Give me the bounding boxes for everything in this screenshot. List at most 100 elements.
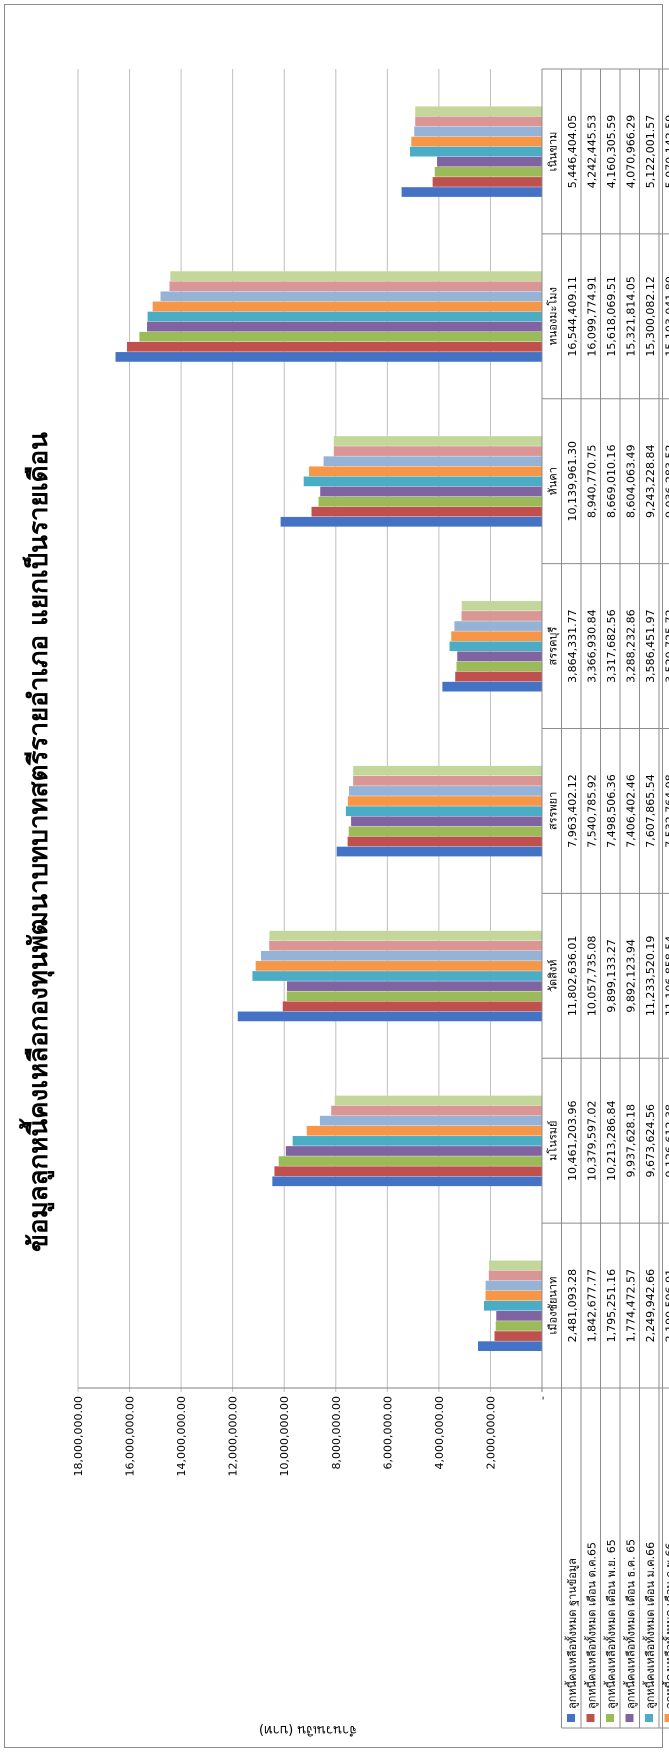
chart-title: ข้อมูลลูกหนี้คงเหลือกองทุนพัฒนาบทบาทสตรี… xyxy=(18,432,55,1252)
bar xyxy=(488,1270,543,1281)
category-label: เมืองชัยนาท xyxy=(547,1277,560,1335)
data-label: 7,498,506.36 xyxy=(605,774,618,847)
bar xyxy=(152,301,542,312)
data-label: 1,774,472.57 xyxy=(625,1269,638,1342)
y-tick-label: 2,000,000.00 xyxy=(484,1396,497,1469)
bar xyxy=(252,971,543,981)
data-label: 9,899,133.27 xyxy=(605,939,618,1012)
bar xyxy=(455,671,542,682)
data-label: 3,520,725.72 xyxy=(664,609,669,682)
category-label: หนองมะโมง xyxy=(546,287,560,345)
data-label: 9,036,283.52 xyxy=(664,444,669,517)
bar xyxy=(489,1260,542,1271)
bar xyxy=(415,106,543,117)
bar xyxy=(269,930,542,941)
bar xyxy=(147,321,542,332)
bar xyxy=(485,1280,542,1291)
y-tick-labels: - 2,000,000.00 4,000,000.00 6,000,000.00 8,0… xyxy=(72,1396,549,1477)
bar xyxy=(432,177,543,187)
data-label: 7,406,402.46 xyxy=(625,774,638,847)
bar xyxy=(414,126,543,137)
data-label: 3,288,232.86 xyxy=(625,609,638,682)
bar xyxy=(347,796,542,806)
data-label: 2,249,942.66 xyxy=(644,1269,657,1342)
bar xyxy=(437,156,543,167)
chart-frame xyxy=(4,4,663,1748)
bar xyxy=(495,1321,542,1331)
bars xyxy=(115,106,543,1352)
bar xyxy=(169,281,542,292)
bar xyxy=(319,1115,542,1126)
bar xyxy=(272,1176,542,1187)
bar xyxy=(451,631,542,642)
legend-swatch xyxy=(586,1714,595,1722)
bar xyxy=(496,1311,542,1321)
bar xyxy=(454,621,542,631)
bar xyxy=(348,826,542,837)
bar xyxy=(336,846,542,857)
data-label: 16,544,409.11 xyxy=(566,276,579,356)
data-label: 9,937,628.18 xyxy=(625,1104,638,1177)
y-tick-label: 16,000,000.00 xyxy=(124,1396,137,1476)
bar xyxy=(484,1300,542,1311)
y-tick-label: - xyxy=(536,1396,549,1400)
data-label: 10,461,203.96 xyxy=(566,1100,579,1180)
bar xyxy=(409,146,542,157)
bar xyxy=(320,486,542,497)
legend-swatch xyxy=(606,1714,614,1722)
bar xyxy=(278,1156,542,1166)
data-label: 3,366,930.84 xyxy=(586,609,599,682)
bar xyxy=(485,1290,542,1301)
legend-entry: ลูกหนี้คงเหลือทั้งหมด ฐานข้อมูล xyxy=(564,1558,579,1709)
data-label: 9,892,123.94 xyxy=(625,939,638,1012)
y-tick-label: 12,000,000.00 xyxy=(227,1396,240,1476)
bar xyxy=(442,681,542,692)
data-label: 4,160,305.59 xyxy=(605,115,618,188)
bar xyxy=(401,187,543,197)
bar xyxy=(494,1331,542,1341)
data-label: 15,103,041.80 xyxy=(664,276,669,356)
bar xyxy=(115,352,542,362)
bar xyxy=(333,436,542,446)
bar xyxy=(353,765,542,776)
bar xyxy=(282,1001,542,1012)
bar xyxy=(333,446,542,456)
data-label: 9,126,612.38 xyxy=(664,1104,669,1177)
data-label: 7,540,785.92 xyxy=(586,774,599,847)
data-label: 3,317,682.56 xyxy=(605,609,618,682)
data-label: 8,669,010.16 xyxy=(605,444,618,517)
bar xyxy=(237,1011,542,1022)
data-label: 1,842,677.77 xyxy=(586,1269,599,1342)
y-tick-label: 4,000,000.00 xyxy=(433,1396,446,1469)
data-label: 15,321,814.05 xyxy=(625,276,638,356)
data-label: 5,122,001.57 xyxy=(644,115,657,188)
bar xyxy=(461,601,542,611)
bar xyxy=(345,806,542,816)
data-label: 10,139,961.30 xyxy=(566,441,579,521)
legend-entry: ลูกหนี้คงเหลือทั้งหมด เดือน ต.ค.65 xyxy=(584,1542,599,1709)
bar xyxy=(449,641,542,652)
bar xyxy=(306,1125,542,1136)
y-tick-label: 14,000,000.00 xyxy=(175,1396,188,1476)
y-tick-label: 6,000,000.00 xyxy=(381,1396,394,1469)
legend-entry: ลูกหนี้คงเหลือทั้งหมด เดือน พ.ย. 65 xyxy=(603,1539,618,1709)
bar xyxy=(457,651,542,662)
legend-swatch xyxy=(567,1714,575,1722)
bar xyxy=(261,950,542,961)
bar xyxy=(461,611,543,621)
legend-swatch xyxy=(645,1714,653,1722)
data-label: 10,057,735.08 xyxy=(586,936,599,1016)
data-label: 9,673,624.56 xyxy=(644,1104,657,1177)
category-label: วัดสิงห์ xyxy=(547,959,560,992)
bar xyxy=(309,466,542,477)
y-axis-label: จำนวนเงิน (บาท) xyxy=(259,1722,357,1737)
bar xyxy=(318,496,543,507)
data-label: 2,481,093.28 xyxy=(566,1269,579,1342)
bar xyxy=(456,661,542,672)
data-label: 10,213,286.84 xyxy=(605,1100,618,1180)
data-label: 7,532,764.98 xyxy=(664,774,669,847)
y-tick-label: 8,000,000.00 xyxy=(330,1396,343,1469)
bar xyxy=(334,1095,542,1106)
